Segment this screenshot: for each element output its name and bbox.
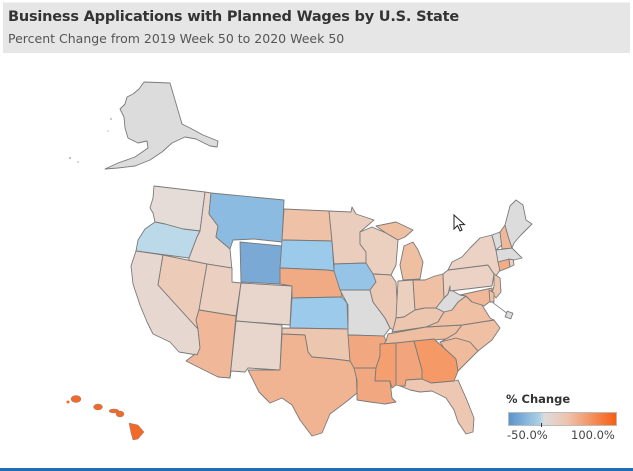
state-MT[interactable]: [208, 192, 285, 250]
legend-max-label: 100.0%: [571, 428, 615, 442]
state-MI[interactable]: [375, 221, 424, 281]
chart-subtitle: Percent Change from 2019 Week 50 to 2020…: [8, 31, 345, 46]
state-HI[interactable]: [66, 395, 145, 441]
state-NC[interactable]: [439, 319, 501, 352]
legend-title: % Change: [506, 392, 571, 406]
state-CO[interactable]: [235, 282, 293, 326]
legend-zero-tick: [541, 423, 542, 427]
state-DC[interactable]: [504, 310, 514, 320]
state-ND[interactable]: [281, 208, 333, 242]
state-UT[interactable]: [198, 263, 242, 317]
legend-gradient-bar: [508, 412, 617, 426]
chart-title: Business Applications with Planned Wages…: [8, 9, 460, 25]
color-legend: % Change -50.0% 100.0%: [506, 392, 626, 442]
state-AK[interactable]: [69, 81, 219, 170]
state-MD[interactable]: [459, 287, 493, 307]
state-KS[interactable]: [289, 296, 349, 330]
state-MA[interactable]: [495, 247, 523, 263]
state-NM[interactable]: [229, 320, 283, 379]
state-ME[interactable]: [504, 199, 533, 249]
state-NJ[interactable]: [491, 273, 502, 299]
legend-min-label: -50.0%: [507, 428, 548, 442]
state-GA[interactable]: [413, 338, 459, 384]
state-TX[interactable]: [247, 333, 358, 437]
bottom-border: [0, 468, 633, 471]
dashboard-header: Business Applications with Planned Wages…: [3, 2, 630, 53]
state-WY[interactable]: [239, 241, 283, 285]
mouse-pointer-icon: [453, 214, 466, 232]
state-FL[interactable]: [399, 378, 475, 435]
state-DE[interactable]: [488, 289, 495, 303]
state-IL[interactable]: [369, 273, 399, 331]
state-SD[interactable]: [279, 239, 335, 272]
